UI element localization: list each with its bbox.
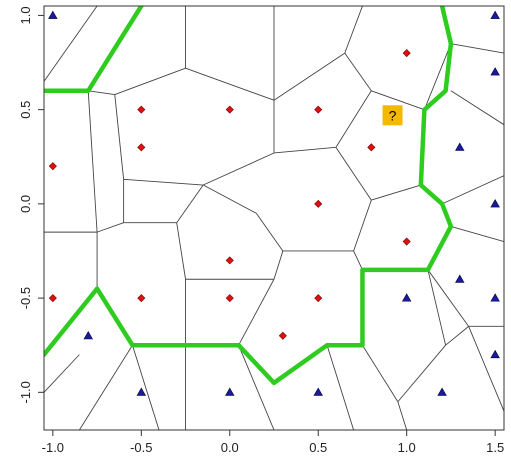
decision-boundary: [44, 6, 454, 386]
x-tick-label: -0.5: [130, 440, 152, 455]
blue-triangle-point: [83, 330, 93, 340]
voronoi-edge: [441, 175, 504, 205]
red-diamond-point: [367, 143, 376, 152]
voronoi-edge: [203, 152, 275, 186]
voronoi-edge: [87, 90, 98, 233]
y-tick-label: -0.5: [18, 287, 33, 309]
voronoi-edge: [44, 6, 98, 82]
voronoi-edge: [88, 90, 115, 96]
blue-triangle-point: [490, 10, 500, 19]
boundary-line: [44, 6, 454, 386]
voronoi-edge: [255, 213, 284, 252]
blue-triangle-point: [437, 387, 447, 396]
y-tick-label: 0.0: [18, 195, 33, 213]
x-tick-label: -1.0: [42, 440, 64, 455]
voronoi-edge: [96, 222, 124, 233]
voronoi-edge: [44, 354, 80, 393]
voronoi-edge: [371, 184, 421, 201]
blue-triangle-point: [48, 10, 58, 19]
voronoi-edge: [353, 199, 372, 252]
red-diamond-point: [314, 294, 323, 303]
voronoi-edge: [273, 52, 346, 101]
voronoi-edge: [344, 52, 372, 92]
y-tick-label: -1.0: [18, 381, 33, 403]
voronoi-edge: [132, 345, 160, 430]
voronoi-edge: [450, 43, 504, 54]
y-axis: -1.0 -0.5 0.0 0.5 1.0: [18, 6, 44, 404]
red-diamond-point: [48, 294, 57, 303]
voronoi-edge: [468, 326, 504, 412]
voronoi-edge: [273, 146, 336, 154]
boundary-line: [44, 6, 144, 94]
red-diamond-point: [225, 105, 234, 114]
voronoi-edge: [397, 344, 446, 403]
red-diamond-point: [402, 49, 411, 58]
voronoi-edge: [427, 269, 469, 327]
voronoi-edge: [326, 345, 355, 430]
voronoi-edge: [123, 178, 204, 186]
voronoi-edge: [176, 222, 186, 280]
voronoi-edge: [450, 226, 504, 242]
red-diamond-point: [137, 294, 146, 303]
voronoi-edge: [397, 401, 408, 430]
blue-triangle-point: [313, 387, 323, 396]
query-point-label: ?: [389, 107, 397, 123]
voronoi-edge: [185, 67, 275, 101]
y-tick-label: 0.5: [18, 101, 33, 119]
voronoi-edge: [238, 279, 275, 346]
blue-triangle-point: [225, 387, 235, 396]
x-tick-label: 0.0: [221, 440, 239, 455]
voronoi-edge: [445, 326, 469, 346]
voronoi-edges: [44, 6, 504, 430]
voronoi-edge: [344, 6, 363, 54]
query-point-badge: [382, 105, 403, 126]
blue-triangle-point: [490, 349, 500, 359]
voronoi-edge: [79, 344, 133, 430]
red-diamond-point: [314, 199, 323, 208]
red-diamond-point: [314, 105, 323, 114]
blue-triangle-point: [490, 67, 500, 76]
voronoi-edge: [450, 90, 504, 126]
red-diamond-point: [137, 143, 146, 152]
red-diamond-point: [48, 162, 57, 171]
voronoi-edge: [335, 90, 372, 148]
red-diamond-point: [278, 331, 287, 340]
voronoi-edge: [371, 90, 425, 111]
voronoi-edge: [114, 67, 186, 95]
blue-triangle-point: [490, 293, 500, 302]
red-diamond-point: [225, 294, 234, 303]
red-diamond-point: [402, 237, 411, 246]
voronoi-edge: [176, 184, 204, 223]
y-tick-label: 1.0: [18, 6, 33, 24]
x-tick-label: 1.5: [486, 440, 504, 455]
data-points: [48, 10, 500, 396]
blue-triangle-point: [490, 199, 500, 208]
red-diamond-point: [225, 256, 234, 265]
blue-triangle-point: [455, 274, 465, 283]
voronoi-edge: [427, 269, 447, 346]
x-axis: -1.0 -0.5 0.0 0.5 1.0 1.5: [42, 430, 504, 455]
voronoi-edge: [203, 184, 257, 214]
red-diamond-point: [137, 105, 146, 114]
plot-frame: [43, 5, 505, 431]
x-tick-label: 1.0: [398, 440, 416, 455]
voronoi-edge: [362, 344, 399, 402]
voronoi-edge: [273, 250, 284, 280]
voronoi-edge: [114, 94, 125, 180]
annotations: ?: [382, 105, 403, 126]
blue-triangle-point: [401, 293, 412, 302]
voronoi-edge: [423, 43, 452, 110]
blue-triangle-point: [136, 387, 147, 396]
blue-triangle-point: [455, 142, 465, 151]
voronoi-edge: [353, 250, 363, 271]
voronoi-edge: [335, 147, 372, 201]
voronoi-edge: [238, 345, 275, 430]
x-tick-label: 0.5: [309, 440, 327, 455]
